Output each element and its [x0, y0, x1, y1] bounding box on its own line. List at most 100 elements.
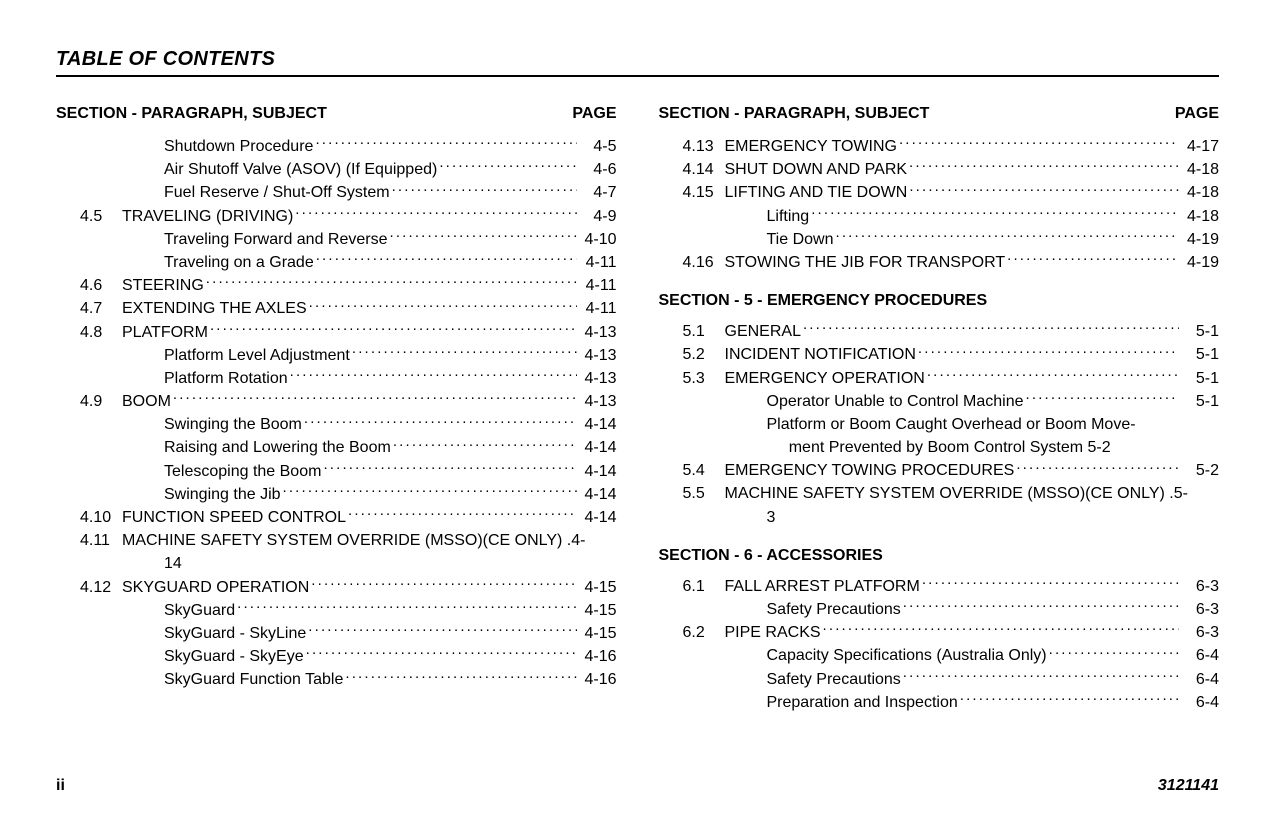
- toc-entry-label: Capacity Specifications (Australia Only): [767, 644, 1047, 667]
- column-header-right: PAGE: [572, 105, 616, 123]
- toc-entry-page: 4-19: [1181, 251, 1219, 274]
- toc-entry-label: Shutdown Procedure: [164, 135, 313, 158]
- toc-entry: Traveling on a Grade4-11: [56, 251, 617, 274]
- toc-entry: Platform Rotation4-13: [56, 367, 617, 390]
- toc-leader-dots: [835, 228, 1179, 244]
- toc-leader-dots: [295, 205, 576, 221]
- toc-entry-page: 6-3: [1181, 621, 1219, 644]
- toc-entry-page: 6-3: [1181, 575, 1219, 598]
- toc-entry-number: 4.15: [683, 181, 725, 204]
- toc-entry-label: SKYGUARD OPERATION: [122, 576, 309, 599]
- toc-entry-label: Platform or Boom Caught Overhead or Boom…: [767, 413, 1136, 436]
- toc-entry-number: 4.10: [80, 506, 122, 529]
- toc-entry-page: 4-13: [579, 321, 617, 344]
- toc-entry-page: 4-13: [579, 344, 617, 367]
- toc-columns: SECTION - PARAGRAPH, SUBJECT PAGE Shutdo…: [56, 105, 1219, 714]
- toc-entry-page: 6-4: [1181, 644, 1219, 667]
- toc-entry: 5.5MACHINE SAFETY SYSTEM OVERRIDE (MSSO)…: [659, 482, 1220, 505]
- toc-leader-dots: [309, 297, 577, 313]
- right-entries: 4.13EMERGENCY TOWING4-174.14SHUT DOWN AN…: [659, 135, 1220, 714]
- toc-entry-number: 4.6: [80, 274, 122, 297]
- toc-entry-page: 6-4: [1181, 668, 1219, 691]
- toc-entry-label: Traveling Forward and Reverse: [164, 228, 388, 251]
- toc-continuation: ment Prevented by Boom Control System 5-…: [659, 436, 1220, 459]
- toc-entry-label: Platform Rotation: [164, 367, 288, 390]
- toc-leader-dots: [903, 668, 1179, 684]
- toc-entry: 4.16STOWING THE JIB FOR TRANSPORT4-19: [659, 251, 1220, 274]
- toc-entry: 6.2PIPE RACKS 6-3: [659, 621, 1220, 644]
- toc-entry-page: 4-19: [1181, 228, 1219, 251]
- toc-entry: 5.2INCIDENT NOTIFICATION5-1: [659, 343, 1220, 366]
- toc-leader-dots: [1026, 390, 1179, 406]
- toc-entry: SkyGuard - SkyEye4-16: [56, 645, 617, 668]
- toc-entry-label: EMERGENCY TOWING PROCEDURES: [725, 459, 1015, 482]
- toc-entry-number: 5.4: [683, 459, 725, 482]
- toc-leader-dots: [311, 576, 576, 592]
- toc-entry-label: Preparation and Inspection: [767, 691, 958, 714]
- toc-entry-page: 5-1: [1181, 320, 1219, 343]
- toc-entry: Platform Level Adjustment4-13: [56, 344, 617, 367]
- toc-entry-label: Air Shutoff Valve (ASOV) (If Equipped): [164, 158, 437, 181]
- toc-entry: Air Shutoff Valve (ASOV) (If Equipped)4-…: [56, 158, 617, 181]
- toc-leader-dots: [237, 599, 576, 615]
- toc-leader-dots: [316, 251, 577, 267]
- left-column: SECTION - PARAGRAPH, SUBJECT PAGE Shutdo…: [56, 105, 617, 714]
- toc-entry: 4.14SHUT DOWN AND PARK4-18: [659, 158, 1220, 181]
- toc-entry-label: MACHINE SAFETY SYSTEM OVERRIDE (MSSO)(CE…: [122, 529, 585, 552]
- toc-leader-dots: [918, 343, 1179, 359]
- toc-entry-label: SkyGuard - SkyEye: [164, 645, 304, 668]
- toc-entry-page: 4-11: [579, 251, 617, 274]
- toc-entry-label: Telescoping the Boom: [164, 460, 321, 483]
- toc-leader-dots: [304, 413, 577, 429]
- column-header-right: PAGE: [1175, 105, 1219, 123]
- toc-leader-dots: [927, 367, 1179, 383]
- toc-entry-number: 6.2: [683, 621, 725, 644]
- toc-entry: 5.3EMERGENCY OPERATION5-1: [659, 367, 1220, 390]
- toc-entry-label: PIPE RACKS: [725, 621, 821, 644]
- toc-entry-number: 5.3: [683, 367, 725, 390]
- toc-entry-page: 5-1: [1181, 367, 1219, 390]
- column-header-left: SECTION - PARAGRAPH, SUBJECT: [56, 105, 327, 123]
- toc-entry-page: 4-13: [579, 390, 617, 413]
- toc-entry-page: 4-15: [579, 622, 617, 645]
- toc-entry: SkyGuard4-15: [56, 599, 617, 622]
- toc-entry: 4.9BOOM4-13: [56, 390, 617, 413]
- toc-leader-dots: [392, 181, 577, 197]
- toc-entry: SkyGuard Function Table4-16: [56, 668, 617, 691]
- toc-entry: 4.15LIFTING AND TIE DOWN4-18: [659, 181, 1220, 204]
- toc-entry-page: 4-5: [579, 135, 617, 158]
- toc-entry: 4.6STEERING4-11: [56, 274, 617, 297]
- toc-leader-dots: [922, 575, 1179, 591]
- toc-leader-dots: [206, 274, 577, 290]
- toc-entry-label: FUNCTION SPEED CONTROL: [122, 506, 346, 529]
- toc-entry-label: MACHINE SAFETY SYSTEM OVERRIDE (MSSO)(CE…: [725, 482, 1188, 505]
- toc-entry-page: 4-18: [1181, 205, 1219, 228]
- toc-entry-number: 4.5: [80, 205, 122, 228]
- toc-entry: Operator Unable to Control Machine5-1: [659, 390, 1220, 413]
- toc-leader-dots: [1016, 459, 1179, 475]
- toc-leader-dots: [903, 598, 1179, 614]
- toc-continuation: 14: [56, 552, 617, 575]
- toc-entry: 5.4EMERGENCY TOWING PROCEDURES5-2: [659, 459, 1220, 482]
- toc-entry-label: SkyGuard - SkyLine: [164, 622, 306, 645]
- toc-entry-label: Safety Precautions: [767, 668, 901, 691]
- toc-leader-dots: [909, 158, 1179, 174]
- left-entries: Shutdown Procedure4-5Air Shutoff Valve (…: [56, 135, 617, 692]
- toc-entry-label: EMERGENCY TOWING: [725, 135, 897, 158]
- toc-leader-dots: [306, 645, 577, 661]
- toc-leader-dots: [315, 135, 576, 151]
- toc-leader-dots: [1049, 644, 1179, 660]
- toc-entry: Tie Down4-19: [659, 228, 1220, 251]
- toc-entry: SkyGuard - SkyLine 4-15: [56, 622, 617, 645]
- toc-entry: 4.5TRAVELING (DRIVING)4-9: [56, 205, 617, 228]
- toc-leader-dots: [1007, 251, 1179, 267]
- toc-entry-page: 4-9: [579, 205, 617, 228]
- toc-entry-label: GENERAL: [725, 320, 801, 343]
- footer-page-number: ii: [56, 777, 65, 795]
- toc-entry-page: 4-7: [579, 181, 617, 204]
- toc-leader-dots: [308, 622, 576, 638]
- toc-entry-label: Swinging the Jib: [164, 483, 281, 506]
- toc-entry: Fuel Reserve / Shut-Off System4-7: [56, 181, 617, 204]
- toc-entry-label: Safety Precautions: [767, 598, 901, 621]
- toc-entry-page: 4-17: [1181, 135, 1219, 158]
